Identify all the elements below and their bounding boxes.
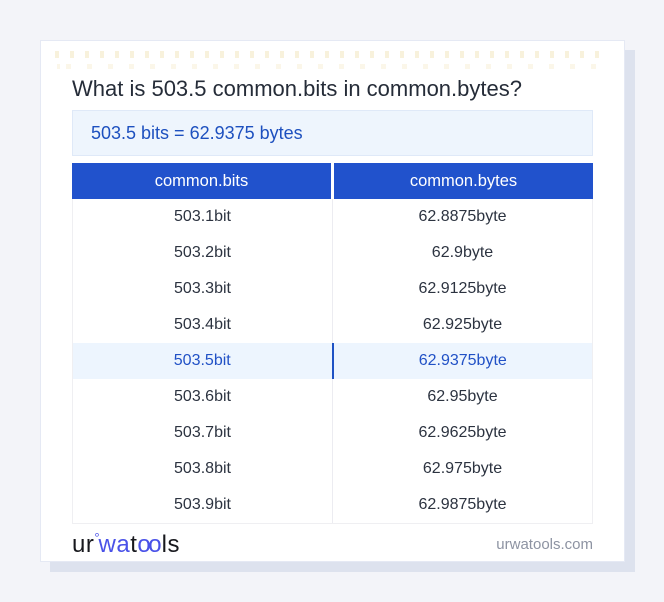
- table-row: 503.4bit 62.925byte: [73, 307, 592, 343]
- cell-bits: 503.8bit: [73, 451, 333, 487]
- page-title: What is 503.5 common.bits in common.byte…: [72, 76, 522, 101]
- urwatools-logo[interactable]: ur°watoo ls: [72, 530, 180, 559]
- table-row: 503.5bit 62.9375byte: [73, 343, 592, 379]
- logo-text-ur: ur: [72, 530, 95, 558]
- table-header-row: common.bits common.bytes: [72, 163, 593, 199]
- table-row: 503.3bit 62.9125byte: [73, 271, 592, 307]
- table-row: 503.2bit 62.9byte: [73, 235, 592, 271]
- cell-bytes: 62.9125byte: [418, 280, 507, 297]
- logo-text-wa: wa: [98, 530, 131, 558]
- table-header-bits: common.bits: [72, 163, 331, 199]
- answer-text: 503.5 bits = 62.9375 bytes: [91, 122, 303, 143]
- logo-text-ls: ls: [161, 530, 180, 558]
- cell-bits: 503.1bit: [73, 199, 333, 235]
- cell-bits: 503.7bit: [73, 415, 333, 451]
- cell-bytes: 62.925byte: [422, 316, 503, 333]
- cell-bytes: 62.9625byte: [418, 424, 507, 441]
- table-body: 503.1bit 62.8875byte 503.2bit 62.9byte 503.3…: [72, 199, 593, 524]
- cell-bits: 503.2bit: [73, 235, 333, 271]
- logo-text-t: t: [130, 530, 138, 558]
- cell-bytes: 62.975byte: [422, 460, 503, 477]
- site-url: urwatools.com: [496, 535, 593, 553]
- table-row: 503.7bit 62.9625byte: [73, 415, 592, 451]
- conversion-card: What is 503.5 common.bits in common.byte…: [40, 40, 625, 562]
- logo-ring-icon: °: [94, 529, 99, 545]
- cell-bits: 503.5bit: [73, 343, 334, 379]
- cell-bits: 503.9bit: [73, 487, 333, 523]
- table-row: 503.9bit 62.9875byte: [73, 487, 592, 523]
- table-header-bytes: common.bytes: [334, 163, 593, 199]
- cell-bytes: 62.9875byte: [418, 496, 507, 513]
- card-footer: ur°watoo ls urwatools.com: [72, 524, 593, 564]
- cell-bytes: 62.95byte: [427, 388, 498, 405]
- cell-bits: 503.4bit: [73, 307, 333, 343]
- cell-bytes: 62.8875byte: [418, 208, 507, 225]
- table-row: 503.1bit 62.8875byte: [73, 199, 592, 235]
- table-row: 503.6bit 62.95byte: [73, 379, 592, 415]
- logo-glasses-icon: oo: [137, 530, 161, 558]
- answer-box: 503.5 bits = 62.9375 bytes: [72, 110, 593, 156]
- cell-bits: 503.6bit: [73, 379, 333, 415]
- cell-bits: 503.3bit: [73, 271, 333, 307]
- conversion-table: common.bits common.bytes 503.1bit 62.8875…: [72, 163, 593, 524]
- table-row: 503.8bit 62.975byte: [73, 451, 592, 487]
- cell-bytes: 62.9375byte: [418, 352, 507, 369]
- cell-bytes: 62.9byte: [431, 244, 494, 261]
